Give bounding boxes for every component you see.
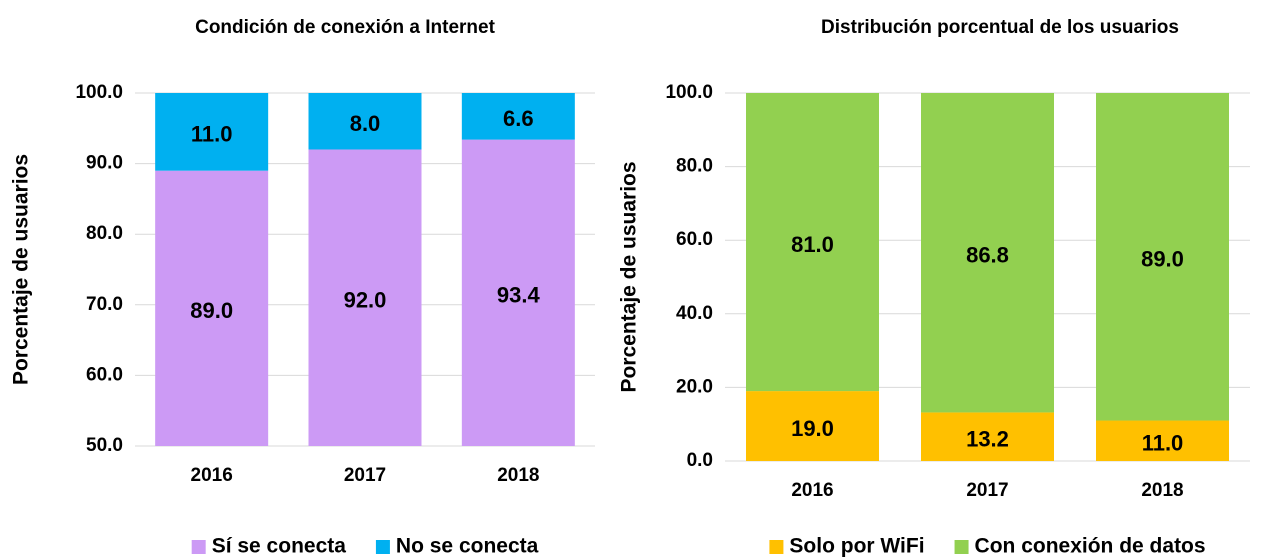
legend-label: No se conecta	[396, 535, 539, 558]
legend-label: Solo por WiFi	[789, 535, 924, 558]
data-label: 11.0	[1142, 431, 1184, 456]
x-tick-label: 2018	[1141, 480, 1183, 501]
y-tick-label: 80.0	[86, 223, 123, 244]
y-axis-label: Porcentaje de usuarios	[618, 161, 641, 392]
bar-segment	[461, 139, 575, 446]
data-label: 19.0	[791, 416, 834, 441]
bar-segment	[746, 391, 879, 461]
x-tick-label: 2017	[966, 480, 1008, 501]
bar-segment	[155, 170, 269, 446]
data-label: 89.0	[190, 298, 233, 323]
x-tick-label: 2017	[344, 465, 386, 486]
data-label: 6.6	[503, 106, 534, 131]
x-tick-label: 2016	[791, 480, 833, 501]
data-label: 86.8	[966, 243, 1009, 268]
legend-label: Con conexión de datos	[975, 535, 1206, 558]
bar-segment	[1096, 93, 1229, 421]
data-label: 13.2	[966, 427, 1009, 452]
legend-label: Sí se conecta	[212, 535, 347, 558]
legend-swatch	[954, 540, 969, 554]
y-tick-label: 20.0	[676, 376, 713, 397]
bar-segment	[461, 93, 575, 140]
chart-title: Distribución porcentual de los usuarios	[821, 17, 1179, 38]
chart-title: Condición de conexión a Internet	[195, 17, 495, 38]
data-label: 89.0	[1141, 247, 1184, 272]
legend-swatch	[375, 540, 390, 554]
y-axis-label: Porcentaje de usuarios	[10, 154, 33, 385]
data-label: 11.0	[191, 122, 233, 147]
data-label: 92.0	[344, 288, 387, 313]
y-tick-label: 60.0	[86, 364, 123, 385]
y-tick-label: 100.0	[665, 82, 713, 103]
y-tick-label: 90.0	[86, 153, 123, 174]
x-tick-label: 2016	[191, 465, 233, 486]
legend-swatch	[191, 540, 206, 554]
data-label: 8.0	[350, 111, 381, 136]
legend-swatch	[769, 540, 784, 554]
data-label: 93.4	[497, 283, 541, 308]
y-tick-label: 70.0	[86, 294, 123, 315]
bar-segment	[308, 93, 422, 150]
y-tick-label: 60.0	[676, 229, 713, 250]
x-tick-label: 2018	[497, 465, 539, 486]
bar-segment	[921, 93, 1054, 413]
y-tick-label: 50.0	[86, 435, 123, 456]
y-tick-label: 100.0	[75, 82, 123, 103]
bar-segment	[1096, 420, 1229, 461]
y-tick-label: 40.0	[676, 303, 713, 324]
y-tick-label: 80.0	[676, 156, 713, 177]
bar-segment	[308, 149, 422, 447]
data-label: 81.0	[791, 232, 834, 257]
bar-segment	[921, 412, 1054, 461]
y-tick-label: 0.0	[687, 450, 713, 471]
bar-segment	[746, 93, 879, 392]
bar-segment	[155, 93, 269, 171]
